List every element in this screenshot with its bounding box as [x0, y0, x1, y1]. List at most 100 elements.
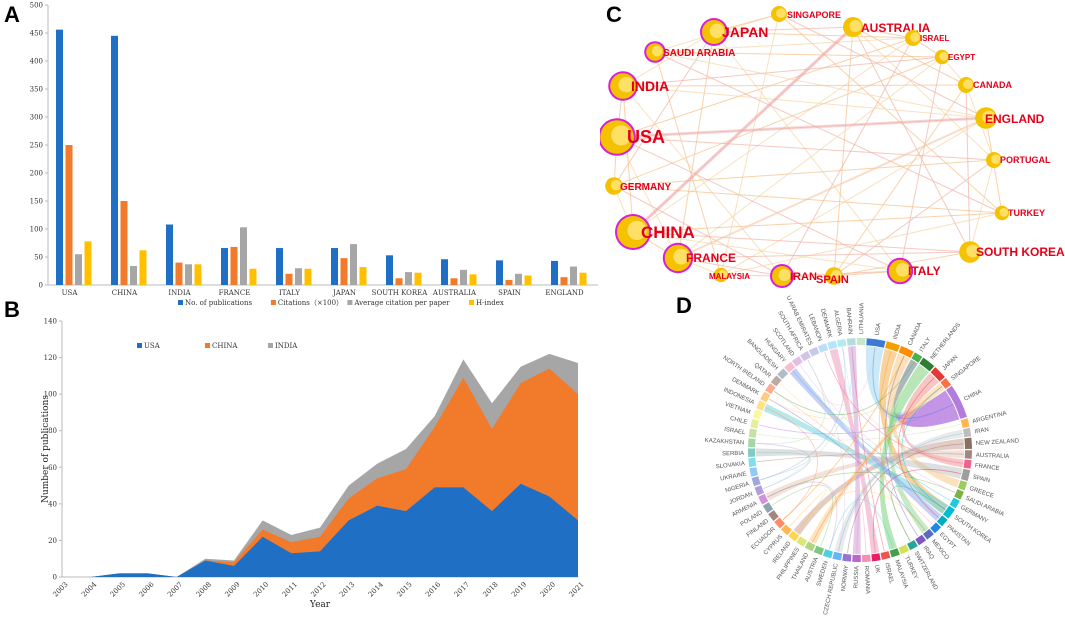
bar-3	[414, 272, 422, 285]
chord-line	[807, 359, 846, 552]
node-highlight	[611, 125, 632, 146]
node-label: FRANCE	[686, 251, 736, 265]
bar-1	[560, 277, 568, 285]
y-axis-label: Number of publications	[41, 395, 51, 503]
bar-3	[469, 274, 477, 285]
chord-arc	[856, 338, 866, 346]
chord-arc	[846, 338, 856, 346]
network-edge	[852, 26, 995, 161]
node-highlight	[963, 79, 973, 89]
chord-arc	[758, 493, 769, 505]
chord-arc	[808, 346, 820, 357]
network-edge	[677, 257, 783, 277]
chord-line	[829, 499, 894, 550]
chord-line	[851, 346, 885, 552]
chord-arc	[936, 515, 948, 527]
x-tick-label: USA	[62, 289, 79, 297]
bar-1	[450, 278, 458, 285]
chord-line	[856, 501, 867, 554]
node-highlight	[966, 244, 980, 258]
network-edge	[677, 56, 943, 259]
x-tick-label: SOUTH KOREA	[372, 289, 429, 297]
bar-0	[496, 260, 503, 285]
y-tick-label: 150	[30, 198, 43, 206]
chord-label: ITALY	[919, 337, 932, 354]
chord-line	[756, 452, 964, 463]
chord-label: SLOVAKIA	[715, 461, 745, 470]
chord-arc	[760, 391, 771, 403]
y-tick-label: 0	[53, 574, 57, 582]
x-tick-label: FRANCE	[219, 289, 251, 297]
network-edge	[720, 117, 987, 276]
network-edge	[852, 26, 914, 39]
chord-arc	[791, 356, 803, 367]
chord-ribbon	[808, 383, 945, 545]
bar-2	[130, 265, 137, 285]
chord-arc	[748, 457, 757, 467]
y-tick-label: 300	[30, 114, 43, 122]
chord-line	[782, 355, 905, 521]
bar-1	[120, 201, 128, 285]
y-tick-label: 500	[30, 2, 43, 10]
chord-arc	[962, 427, 972, 438]
chord-line	[799, 364, 956, 493]
chord-arc	[919, 357, 935, 372]
chord-arc	[922, 528, 934, 540]
y-tick-label: 140	[44, 318, 57, 326]
node-label: EGYPT	[948, 53, 975, 62]
network-edge	[713, 26, 854, 33]
x-tick-label: 2006	[137, 580, 156, 599]
chord-arc	[954, 489, 964, 500]
network-edge	[613, 56, 943, 187]
chord-line	[771, 484, 834, 547]
chord-line	[833, 349, 964, 455]
chord-line	[756, 442, 811, 490]
chord-label: AUSTRALIA	[976, 453, 1010, 460]
chord-arc	[827, 340, 838, 350]
chord-arc	[762, 502, 774, 514]
node-highlight	[673, 248, 690, 265]
node-label: USA	[627, 127, 665, 147]
chord-arc	[754, 485, 765, 496]
chord-line	[760, 347, 846, 481]
bar-3	[249, 268, 257, 285]
network-edge	[616, 37, 914, 138]
node-highlight	[718, 269, 728, 279]
chord-arc	[862, 554, 871, 562]
chord-label: SERBIA	[722, 451, 744, 458]
chord-arc	[796, 536, 808, 547]
chord-label: JAPAN	[942, 354, 960, 371]
network-edge	[632, 37, 914, 233]
node-label: CHINA	[641, 223, 695, 242]
y-tick-label: 450	[30, 30, 43, 38]
chord-label: SWEDEN	[816, 560, 829, 587]
panel-label-c: C	[606, 2, 622, 27]
panel-label-b: B	[4, 297, 20, 322]
node-label: SAUDI ARABIA	[663, 48, 735, 59]
chord-line	[824, 352, 964, 464]
bar-0	[276, 248, 283, 285]
network-edge	[852, 26, 971, 253]
chord-arc	[800, 351, 811, 362]
legend-label: Average citation per paper	[353, 299, 450, 307]
chord-ribbon	[829, 348, 880, 554]
legend-swatch	[469, 300, 474, 305]
chord-line	[767, 481, 838, 550]
network-edge	[899, 56, 943, 272]
area-chart-b: 0 20 40 60 80 100 120 140 2003 2004 2005 2006 2007 20…	[41, 318, 586, 611]
network-edge	[778, 13, 987, 119]
x-tick-label: 2021	[567, 580, 585, 598]
chord-ribbon	[765, 450, 964, 501]
chord-arc	[942, 505, 955, 519]
y-tick-label: 20	[48, 537, 57, 545]
chord-label: UK	[873, 564, 880, 573]
x-tick-label: 2003	[51, 580, 69, 598]
bar-2	[350, 244, 357, 285]
bar-2	[515, 273, 522, 285]
y-tick-label: 0	[39, 282, 43, 290]
node-label: TURKEY	[1008, 208, 1045, 218]
chord-arc	[817, 343, 829, 353]
chord-arc	[804, 541, 816, 552]
chord-line	[773, 390, 933, 525]
